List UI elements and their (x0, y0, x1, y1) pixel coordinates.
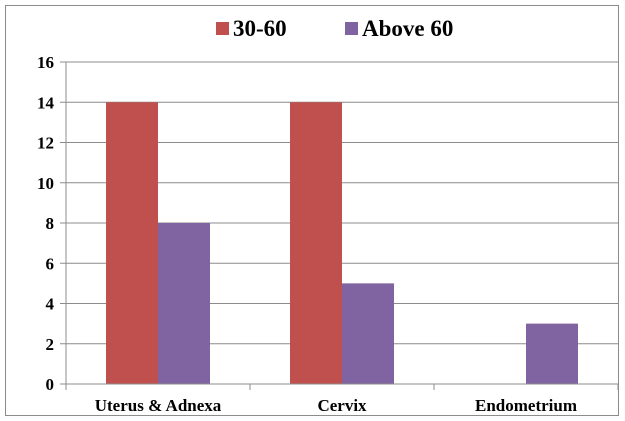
y-tick-labels: 0 2 4 6 8 10 12 14 16 (37, 53, 55, 394)
y-tick-label: 12 (37, 134, 54, 153)
legend-swatch (345, 22, 358, 35)
bar-30-60 (290, 102, 342, 384)
y-tick-label: 0 (46, 375, 55, 394)
x-category-labels: Uterus & Adnexa Cervix Endometrium (95, 396, 577, 415)
y-tick-label: 10 (37, 174, 54, 193)
y-tick-label: 16 (37, 53, 54, 72)
x-category-label: Endometrium (475, 396, 577, 415)
y-tick-label: 4 (46, 295, 55, 314)
y-tick-label: 6 (46, 254, 55, 273)
bar-above-60 (342, 283, 394, 384)
x-category-label: Uterus & Adnexa (95, 396, 222, 415)
bar-30-60 (106, 102, 158, 384)
legend-swatch (216, 22, 229, 35)
bar-above-60 (526, 323, 578, 384)
y-tick-label: 2 (46, 335, 55, 354)
legend: 30-60 Above 60 (216, 16, 453, 41)
axes (60, 61, 619, 390)
bar-above-60 (158, 223, 210, 384)
y-tick-label: 8 (46, 214, 55, 233)
legend-label: 30-60 (233, 16, 287, 41)
x-category-label: Cervix (317, 396, 367, 415)
legend-label: Above 60 (362, 16, 453, 41)
y-tick-label: 14 (37, 93, 55, 112)
bars (106, 102, 578, 384)
